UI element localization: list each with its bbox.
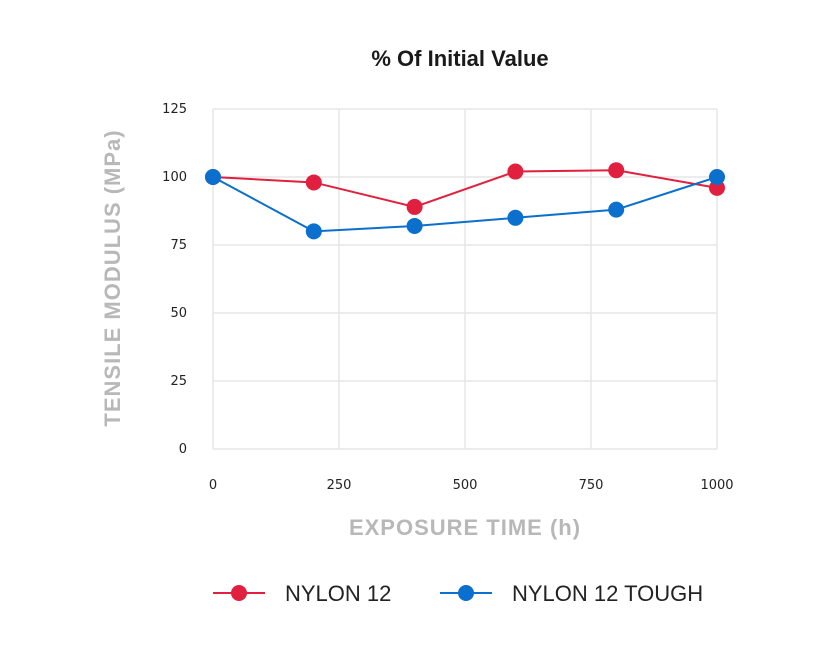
legend-marker-nylon-12 xyxy=(231,585,247,601)
legend-label-nylon-12-tough: NYLON 12 TOUGH xyxy=(512,581,703,606)
y-tick-label: 100 xyxy=(162,170,187,185)
y-tick-label: 0 xyxy=(179,442,187,457)
legend-label-nylon-12: NYLON 12 xyxy=(285,581,391,606)
y-axis-title: TENSILE MODULUS (MPa) xyxy=(100,129,125,426)
legend-marker-nylon-12-tough xyxy=(458,585,474,601)
data-point-nylon-12 xyxy=(507,163,524,180)
x-tick-label: 750 xyxy=(579,478,604,493)
data-point-nylon-12-tough xyxy=(709,169,725,185)
data-point-nylon-12-tough xyxy=(305,223,322,240)
y-tick-label: 125 xyxy=(162,102,187,117)
y-tick-label: 75 xyxy=(170,238,187,253)
series-line-nylon-12-tough xyxy=(212,176,718,233)
gridlines xyxy=(212,108,718,450)
legend: NYLON 12 NYLON 12 TOUGH xyxy=(213,581,703,606)
y-tick-label: 50 xyxy=(170,306,187,321)
y-tick-label: 25 xyxy=(170,374,187,389)
data-point-nylon-12-tough xyxy=(406,217,423,234)
x-axis-title: EXPOSURE TIME (h) xyxy=(349,515,581,540)
data-point-nylon-12 xyxy=(305,174,322,191)
data-point-nylon-12-tough xyxy=(205,169,221,185)
x-tick-label: 1000 xyxy=(700,478,733,493)
data-point-nylon-12-tough xyxy=(608,201,625,218)
data-point-nylon-12-tough xyxy=(507,209,524,226)
data-point-nylon-12 xyxy=(406,198,423,215)
chart-title: % Of Initial Value xyxy=(371,46,548,71)
x-axis-ticks: 0 250 500 750 1000 xyxy=(209,478,734,493)
y-axis-ticks: 0 25 50 75 100 125 xyxy=(162,102,187,457)
legend-item-nylon-12: NYLON 12 xyxy=(213,581,391,606)
data-point-nylon-12 xyxy=(608,162,625,179)
series-nylon-12-tough xyxy=(205,169,725,240)
x-tick-label: 0 xyxy=(209,478,217,493)
series-group xyxy=(205,162,725,240)
x-tick-label: 250 xyxy=(327,478,352,493)
x-tick-label: 500 xyxy=(453,478,478,493)
legend-item-nylon-12-tough: NYLON 12 TOUGH xyxy=(440,581,703,606)
series-line-nylon-12 xyxy=(212,169,718,208)
